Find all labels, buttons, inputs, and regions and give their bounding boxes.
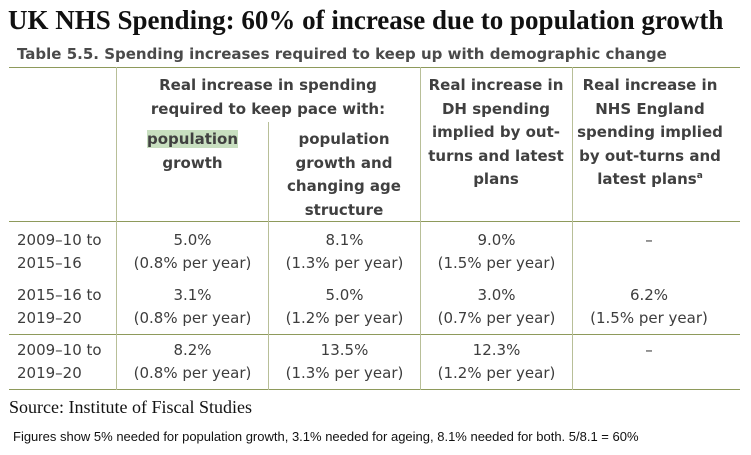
col4-header-text: Real increase in NHS England spending im… (577, 76, 723, 188)
row-label: 2009–10 to 2015–16 (17, 231, 102, 272)
table-cell: – (645, 231, 653, 249)
table-cell: 12.3% (1.2% per year) (437, 341, 556, 382)
col4-header: Real increase in NHS England spending im… (577, 74, 723, 192)
column-divider (268, 122, 269, 390)
table-cell: – (645, 341, 653, 359)
table-cell: 5.0% (1.2% per year) (285, 286, 404, 327)
table-cell: 8.1% (1.3% per year) (285, 231, 404, 272)
footnote: Figures show 5% needed for population gr… (13, 429, 639, 444)
table-cell: 3.1% (0.8% per year) (133, 286, 252, 327)
spending-table: Real increase in spending required to ke… (9, 67, 740, 390)
column-divider (116, 67, 117, 390)
table-cell: 13.5% (1.3% per year) (285, 341, 404, 382)
table-caption: Table 5.5. Spending increases required t… (17, 45, 667, 63)
col2-header: population growth and changing age struc… (287, 130, 401, 219)
col1-header: population growth (117, 128, 268, 175)
table-cell: 3.0% (0.7% per year) (437, 286, 556, 327)
column-divider (420, 67, 421, 390)
table-bottom-rule (9, 389, 740, 390)
col3-header: Real increase in DH spending implied by … (428, 76, 564, 188)
page-title: UK NHS Spending: 60% of increase due to … (8, 5, 724, 35)
table-cell: 9.0% (1.5% per year) (437, 231, 556, 272)
group-header: Real increase in spending required to ke… (150, 76, 386, 118)
column-divider (572, 67, 573, 390)
col1-header-rest: growth (162, 153, 223, 172)
table-cell: 5.0% (0.8% per year) (133, 231, 252, 272)
row-divider-rule (9, 334, 740, 335)
table-cell: 8.2% (0.8% per year) (133, 341, 252, 382)
footnote-marker: a (696, 171, 703, 181)
row-label: 2015–16 to 2019–20 (17, 286, 102, 327)
source-line: Source: Institute of Fiscal Studies (9, 397, 252, 417)
table-top-rule (9, 67, 740, 68)
header-bottom-rule (9, 221, 740, 222)
table-cell: 6.2% (1.5% per year) (590, 286, 708, 327)
highlighted-text: population (146, 130, 239, 148)
row-label: 2009–10 to 2019–20 (17, 341, 102, 382)
